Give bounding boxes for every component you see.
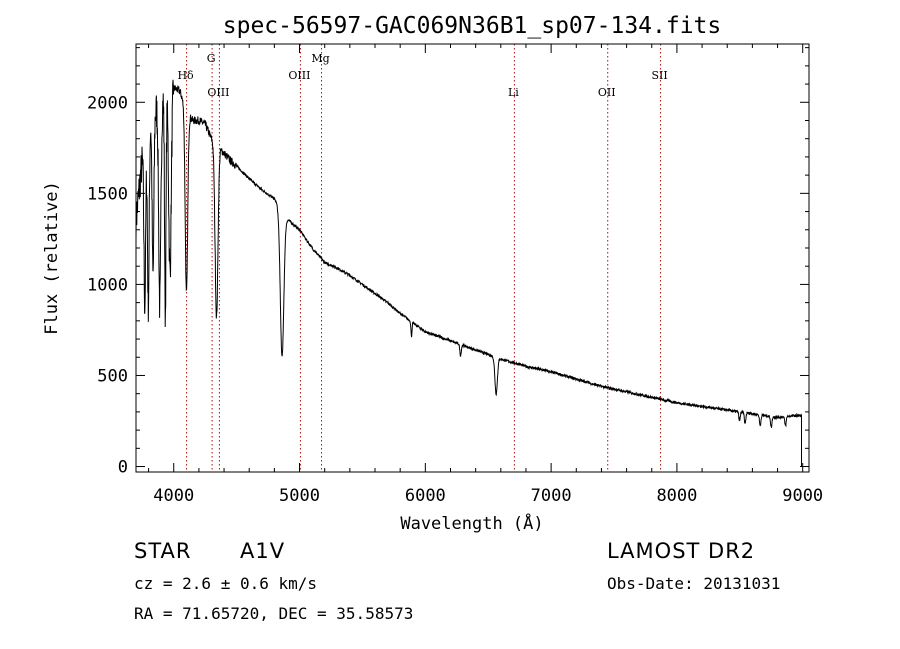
x-axis-label: Wavelength (Å) <box>400 512 543 534</box>
spectral-line-label: Hδ <box>177 69 194 82</box>
spectral-line-label: OII <box>598 86 616 99</box>
spectral-line-label: Li <box>508 86 519 99</box>
observation-date: Obs-Date: 20131031 <box>607 574 781 593</box>
spectral-line-label: Mg <box>311 52 329 65</box>
y-tick-label: 1000 <box>87 275 128 295</box>
object-type: STAR <box>134 539 192 563</box>
y-tick-label: 0 <box>118 458 128 478</box>
spectrum-series-line <box>135 79 802 467</box>
redshift-value: cz = 2.6 ± 0.6 km/s <box>134 574 318 593</box>
x-tick-label: 9000 <box>782 486 823 506</box>
x-tick-label: 5000 <box>279 486 320 506</box>
spectral-class: A1V <box>240 539 286 563</box>
y-axis-label: Flux (relative) <box>42 181 62 335</box>
x-tick-label: 8000 <box>656 486 697 506</box>
spectral-line-label: OIII <box>288 69 310 82</box>
x-tick-label: 4000 <box>153 486 194 506</box>
plot-frame <box>135 43 810 473</box>
sky-coordinates: RA = 71.65720, DEC = 35.58573 <box>134 604 414 623</box>
y-tick-label: 500 <box>97 366 128 386</box>
x-tick-label: 6000 <box>405 486 446 506</box>
survey-name: LAMOST DR2 <box>607 539 756 563</box>
chart-title: spec-56597-GAC069N36B1_sp07-134.fits <box>223 13 722 39</box>
spectral-line-label: OIII <box>207 86 229 99</box>
spectral-line-label: SII <box>651 69 667 82</box>
axis-ticks: 4000 5000 6000 7000 8000 9000 0 500 1000 1500 2000 <box>87 44 823 506</box>
x-tick-label: 7000 <box>531 486 572 506</box>
y-tick-label: 2000 <box>87 93 128 113</box>
y-tick-label: 1500 <box>87 184 128 204</box>
spectral-line-label: G <box>207 52 216 65</box>
